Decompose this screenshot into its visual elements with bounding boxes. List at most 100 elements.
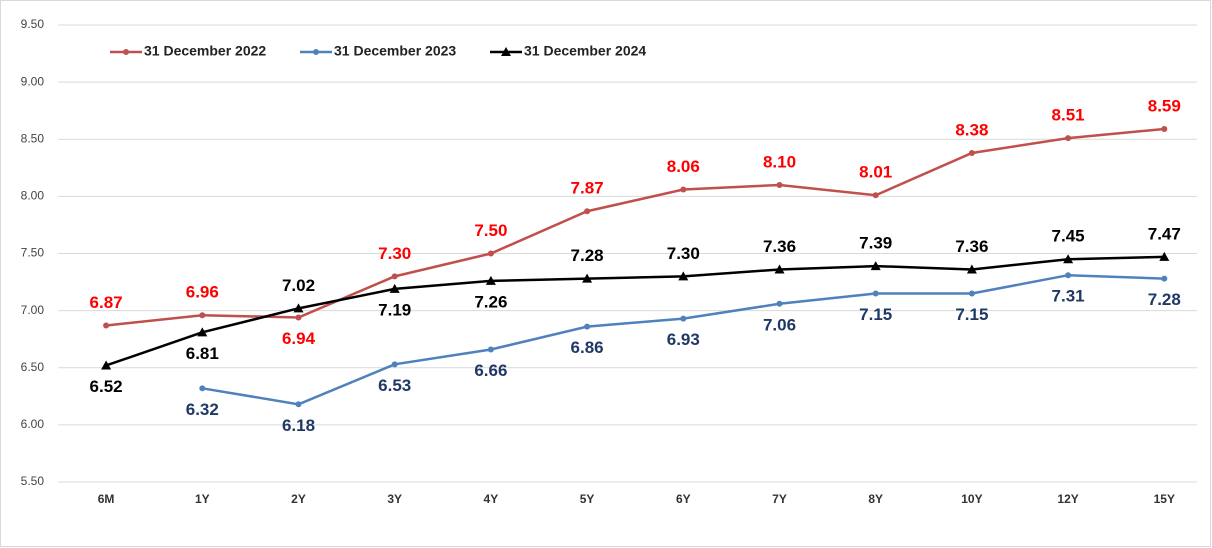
x-tick-label: 8Y xyxy=(868,492,883,506)
marker xyxy=(1065,272,1072,279)
marker xyxy=(295,401,302,408)
marker xyxy=(678,271,689,281)
y-tick-label: 8.00 xyxy=(21,189,45,203)
data-label: 7.06 xyxy=(763,315,796,334)
data-label: 7.02 xyxy=(282,276,315,295)
marker xyxy=(1063,254,1074,264)
legend-label: 31 December 2023 xyxy=(334,43,456,59)
marker xyxy=(1065,135,1072,142)
legend-marker xyxy=(313,49,319,55)
marker xyxy=(197,327,208,337)
data-label: 7.19 xyxy=(378,300,411,319)
series-line xyxy=(105,127,1165,327)
data-label: 7.39 xyxy=(859,234,892,253)
marker xyxy=(872,290,879,297)
marker xyxy=(101,360,112,370)
data-label: 7.36 xyxy=(955,237,988,256)
data-label: 6.52 xyxy=(90,377,123,396)
marker xyxy=(295,314,302,321)
marker xyxy=(776,300,783,307)
data-label: 7.87 xyxy=(571,179,604,198)
x-tick-label: 6M xyxy=(98,492,115,506)
y-tick-label: 5.50 xyxy=(21,474,45,488)
data-label: 7.45 xyxy=(1052,227,1085,246)
data-label: 6.94 xyxy=(282,329,316,348)
x-tick-label: 12Y xyxy=(1057,492,1078,506)
marker xyxy=(774,264,785,274)
marker xyxy=(870,261,881,271)
marker xyxy=(391,273,398,280)
marker xyxy=(487,346,494,353)
marker xyxy=(199,385,206,392)
x-tick-label: 15Y xyxy=(1154,492,1175,506)
x-tick-label: 5Y xyxy=(580,492,595,506)
data-label: 6.86 xyxy=(571,338,604,357)
data-label: 7.31 xyxy=(1052,287,1085,306)
data-label: 8.38 xyxy=(955,120,988,139)
marker xyxy=(293,303,304,313)
data-label: 6.93 xyxy=(667,330,700,349)
data-label: 7.30 xyxy=(667,244,700,263)
marker xyxy=(680,186,687,193)
marker xyxy=(680,315,687,322)
x-tick-label: 10Y xyxy=(961,492,982,506)
marker xyxy=(1161,125,1168,132)
marker xyxy=(584,208,591,215)
data-label: 8.10 xyxy=(763,152,796,171)
marker xyxy=(103,322,110,329)
y-tick-label: 7.50 xyxy=(21,246,45,260)
marker xyxy=(487,250,494,257)
marker xyxy=(199,312,206,319)
legend-label: 31 December 2022 xyxy=(144,43,266,59)
data-label: 6.32 xyxy=(186,400,219,419)
data-label: 7.50 xyxy=(474,221,507,240)
legend-label: 31 December 2024 xyxy=(524,43,646,59)
data-label: 8.01 xyxy=(859,163,892,182)
marker xyxy=(872,192,879,199)
data-label: 6.66 xyxy=(474,361,507,380)
marker xyxy=(485,275,496,285)
data-label: 7.15 xyxy=(859,305,892,324)
x-tick-label: 3Y xyxy=(387,492,402,506)
y-tick-label: 9.00 xyxy=(21,74,45,88)
marker xyxy=(584,323,591,330)
marker xyxy=(968,290,975,297)
y-tick-label: 8.50 xyxy=(21,131,45,145)
data-label: 7.28 xyxy=(1148,290,1181,309)
data-label: 8.59 xyxy=(1148,96,1181,115)
data-label: 7.15 xyxy=(955,305,988,324)
data-label: 7.28 xyxy=(571,246,604,265)
marker xyxy=(582,273,593,283)
data-label: 8.51 xyxy=(1052,106,1085,125)
data-label: 7.36 xyxy=(763,237,796,256)
y-tick-label: 9.50 xyxy=(21,17,45,31)
x-tick-label: 1Y xyxy=(195,492,210,506)
data-label: 7.26 xyxy=(474,292,507,311)
data-label: 6.87 xyxy=(90,293,123,312)
marker xyxy=(1159,251,1170,261)
marker xyxy=(389,283,400,293)
data-label: 8.06 xyxy=(667,157,700,176)
legend-marker xyxy=(501,47,511,56)
marker xyxy=(391,361,398,368)
x-tick-label: 6Y xyxy=(676,492,691,506)
x-tick-label: 4Y xyxy=(484,492,499,506)
x-tick-label: 2Y xyxy=(291,492,306,506)
marker xyxy=(1161,275,1168,282)
y-tick-label: 6.50 xyxy=(21,360,45,374)
data-label: 6.96 xyxy=(186,283,219,302)
data-label: 6.53 xyxy=(378,376,411,395)
marker xyxy=(966,264,977,274)
y-tick-label: 6.00 xyxy=(21,417,45,431)
data-label: 7.30 xyxy=(378,244,411,263)
marker xyxy=(776,181,783,188)
x-tick-label: 7Y xyxy=(772,492,787,506)
data-label: 6.81 xyxy=(186,344,219,363)
legend-marker xyxy=(123,49,129,55)
y-tick-label: 7.00 xyxy=(21,303,45,317)
data-label: 7.47 xyxy=(1148,224,1181,243)
data-label: 6.18 xyxy=(282,416,315,435)
marker xyxy=(968,149,975,156)
